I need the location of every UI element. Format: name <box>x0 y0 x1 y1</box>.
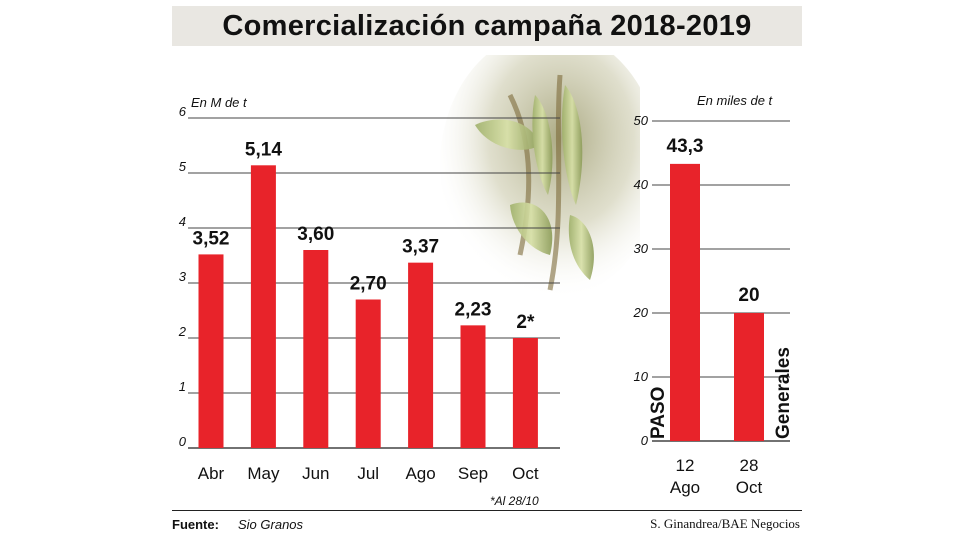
right-bar <box>670 163 700 441</box>
left-bar <box>408 262 434 448</box>
right-category-label: Ago <box>670 478 700 497</box>
left-value-label: 2,70 <box>350 274 387 295</box>
right-unit-label: En miles de t <box>697 93 774 108</box>
right-category-label: 28 <box>740 456 759 475</box>
left-bars <box>198 165 538 449</box>
right-y-tick-label: 30 <box>634 241 649 256</box>
left-category-label: Abr <box>198 464 225 483</box>
chart-title: Comercialización campaña 2018-2019 <box>222 9 752 42</box>
title-box: Comercialización campaña 2018-2019 <box>172 6 802 46</box>
right-y-tick-label: 50 <box>634 113 649 128</box>
left-y-tick-label: 6 <box>179 104 187 119</box>
left-bar <box>303 250 329 448</box>
right-bar-annotation: PASO <box>648 387 669 439</box>
left-unit-label: En M de t <box>191 95 248 110</box>
right-y-tick-label: 0 <box>641 433 649 448</box>
left-category-label: Jul <box>357 464 379 483</box>
left-category-labels: Abr May Jun Jul Ago Sep Oct <box>198 464 539 483</box>
left-bar <box>460 325 486 448</box>
right-value-labels: 43,3 20 <box>667 136 760 306</box>
left-category-label: Sep <box>458 464 488 483</box>
left-value-label: 5,14 <box>245 139 282 160</box>
left-footnote: *Al 28/10 <box>490 494 539 508</box>
right-y-tick-label: 40 <box>634 177 649 192</box>
right-category-labels: 12 Ago 28 Oct <box>670 456 763 497</box>
left-category-label: Oct <box>512 464 539 483</box>
right-value-label: 20 <box>738 285 759 306</box>
right-y-tick-label: 20 <box>633 305 649 320</box>
source-value: Sio Granos <box>238 517 304 532</box>
right-bar-annotation: Generales <box>773 347 794 439</box>
left-y-axis: 0 1 2 3 4 5 6 <box>178 104 560 449</box>
left-y-tick-label: 4 <box>179 214 186 229</box>
right-category-label: 12 <box>676 456 695 475</box>
left-y-tick-label: 2 <box>178 324 187 339</box>
left-y-tick-label: 5 <box>179 159 187 174</box>
left-bar <box>512 338 538 448</box>
left-value-label: 2* <box>516 312 535 333</box>
left-value-label: 3,52 <box>193 228 230 249</box>
left-bar <box>250 165 276 449</box>
left-category-label: Jun <box>302 464 329 483</box>
right-value-label: 43,3 <box>667 136 704 157</box>
left-bar <box>355 299 381 448</box>
left-value-label: 2,23 <box>455 299 492 320</box>
footer-divider <box>172 510 802 511</box>
left-category-label: May <box>247 464 280 483</box>
left-category-label: Ago <box>405 464 435 483</box>
left-value-label: 3,60 <box>297 224 334 245</box>
right-bar <box>734 313 764 441</box>
credit: S. Ginandrea/BAE Negocios <box>650 516 800 531</box>
left-y-tick-label: 1 <box>179 379 186 394</box>
left-y-tick-label: 0 <box>179 434 187 449</box>
left-value-label: 3,37 <box>402 237 439 258</box>
source-label: Fuente: <box>172 517 219 532</box>
right-bar-annotations: PASO Generales <box>648 347 794 439</box>
right-y-tick-label: 10 <box>634 369 649 384</box>
soybean-pods-image <box>440 55 640 300</box>
left-bar <box>198 254 224 448</box>
right-bars <box>670 163 764 441</box>
left-y-tick-label: 3 <box>179 269 187 284</box>
right-category-label: Oct <box>736 478 763 497</box>
left-value-labels: 3,52 5,14 3,60 2,70 3,37 2,23 2* <box>193 139 535 333</box>
